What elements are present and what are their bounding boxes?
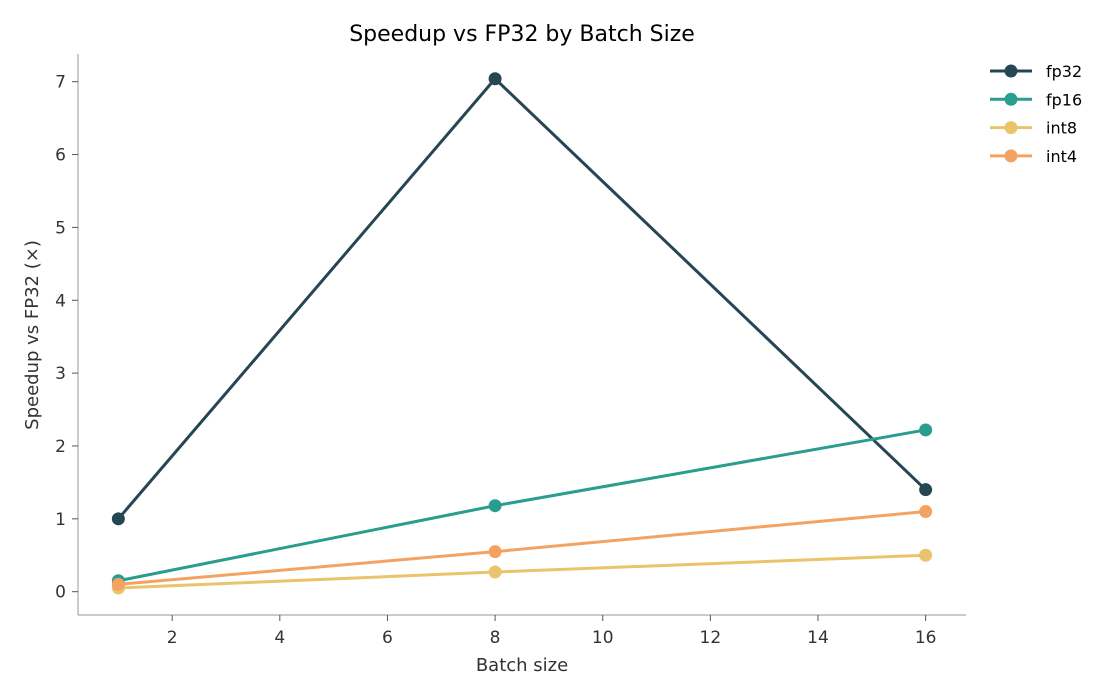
x-tick-label: 14 — [807, 628, 829, 648]
legend-item-fp32[interactable]: fp32 — [990, 62, 1082, 81]
y-axis-label: Speedup vs FP32 (×) — [22, 240, 43, 430]
x-ticks: 2 4 6 8 10 12 14 16 — [167, 615, 937, 648]
data-point-int8[interactable] — [488, 565, 502, 579]
legend-label: fp32 — [1046, 62, 1082, 81]
y-tick-label: 0 — [55, 583, 66, 603]
legend-marker-icon — [1004, 92, 1018, 106]
data-point-int8[interactable] — [919, 548, 933, 562]
data-point-fp32[interactable] — [488, 72, 502, 86]
data-point-int4[interactable] — [111, 577, 125, 591]
data-point-int4[interactable] — [488, 545, 502, 559]
legend-label: fp16 — [1046, 90, 1082, 109]
legend-marker-icon — [1004, 149, 1018, 163]
x-tick-label: 12 — [700, 628, 722, 648]
x-tick-label: 8 — [490, 628, 501, 648]
series-fp32 — [111, 72, 933, 526]
series-line-fp32 — [117, 77, 927, 520]
x-tick-label: 4 — [274, 628, 285, 648]
y-tick-label: 7 — [55, 73, 66, 93]
y-tick-label: 5 — [55, 218, 66, 238]
y-tick-label: 3 — [55, 364, 66, 384]
data-point-int4[interactable] — [919, 505, 933, 519]
series-layer — [111, 72, 933, 595]
legend-item-fp16[interactable]: fp16 — [990, 90, 1082, 109]
chart-title: Speedup vs FP32 by Batch Size — [349, 22, 695, 47]
x-tick-label: 16 — [915, 628, 937, 648]
series-int4 — [111, 505, 933, 591]
legend-label: int8 — [1046, 119, 1077, 138]
data-point-fp32[interactable] — [111, 512, 125, 526]
series-fp16 — [111, 423, 933, 588]
legend-item-int4[interactable]: int4 — [990, 147, 1077, 166]
series-int8 — [111, 548, 933, 595]
legend[interactable]: fp32 fp16 int8 int4 — [990, 62, 1082, 166]
x-tick-label: 6 — [382, 628, 393, 648]
series-line-fp16 — [118, 428, 926, 583]
x-tick-label: 10 — [592, 628, 614, 648]
y-tick-label: 1 — [55, 510, 66, 530]
series-line-int4 — [118, 510, 926, 586]
legend-label: int4 — [1046, 147, 1077, 166]
data-point-fp16[interactable] — [488, 499, 502, 513]
x-axis-label: Batch size — [476, 655, 568, 676]
legend-marker-icon — [1004, 64, 1018, 78]
y-tick-label: 2 — [55, 437, 66, 457]
legend-marker-icon — [1004, 121, 1018, 135]
y-tick-label: 4 — [55, 291, 66, 311]
data-point-fp16[interactable] — [919, 423, 933, 437]
y-tick-label: 6 — [55, 146, 66, 166]
x-tick-label: 2 — [167, 628, 178, 648]
legend-item-int8[interactable]: int8 — [990, 119, 1077, 138]
series-line-int8 — [118, 553, 926, 590]
data-point-fp32[interactable] — [919, 483, 933, 497]
y-ticks: 0 1 2 3 4 5 6 7 — [55, 73, 78, 603]
